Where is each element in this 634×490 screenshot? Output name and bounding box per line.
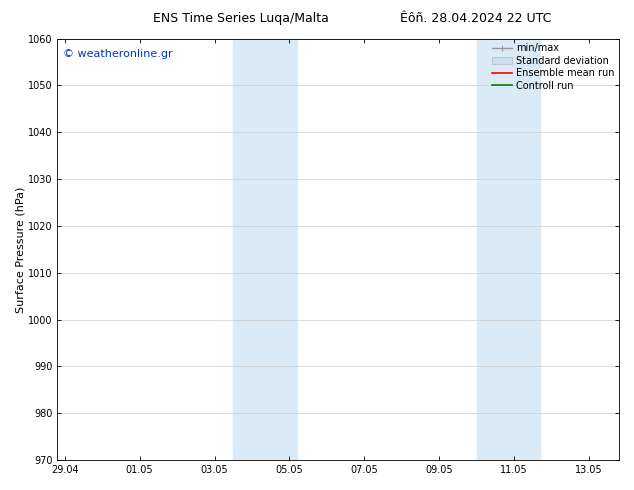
Text: Êôñ. 28.04.2024 22 UTC: Êôñ. 28.04.2024 22 UTC [400,12,551,25]
Text: ENS Time Series Luqa/Malta: ENS Time Series Luqa/Malta [153,12,329,25]
Bar [233,39,297,460]
Y-axis label: Surface Pressure (hPa): Surface Pressure (hPa) [15,186,25,313]
Text: © weatheronline.gr: © weatheronline.gr [63,49,172,59]
Bar [477,39,540,460]
Legend: min/max, Standard deviation, Ensemble mean run, Controll run: min/max, Standard deviation, Ensemble me… [490,42,616,93]
